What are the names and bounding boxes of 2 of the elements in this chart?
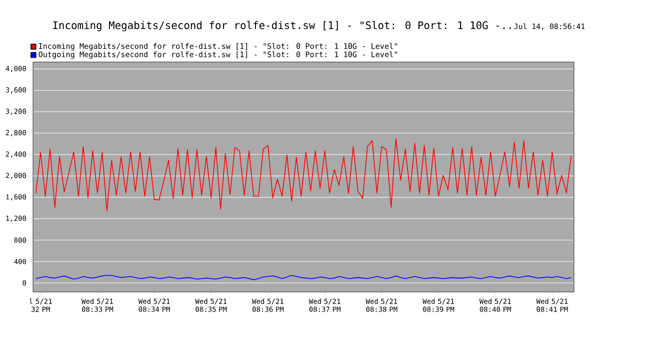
chart-title: Incoming Megabits/second for rolfe-dist.sw [1] - "Slot: 0 Port: 1 10G -.. [53,21,511,32]
line-series [35,138,572,212]
